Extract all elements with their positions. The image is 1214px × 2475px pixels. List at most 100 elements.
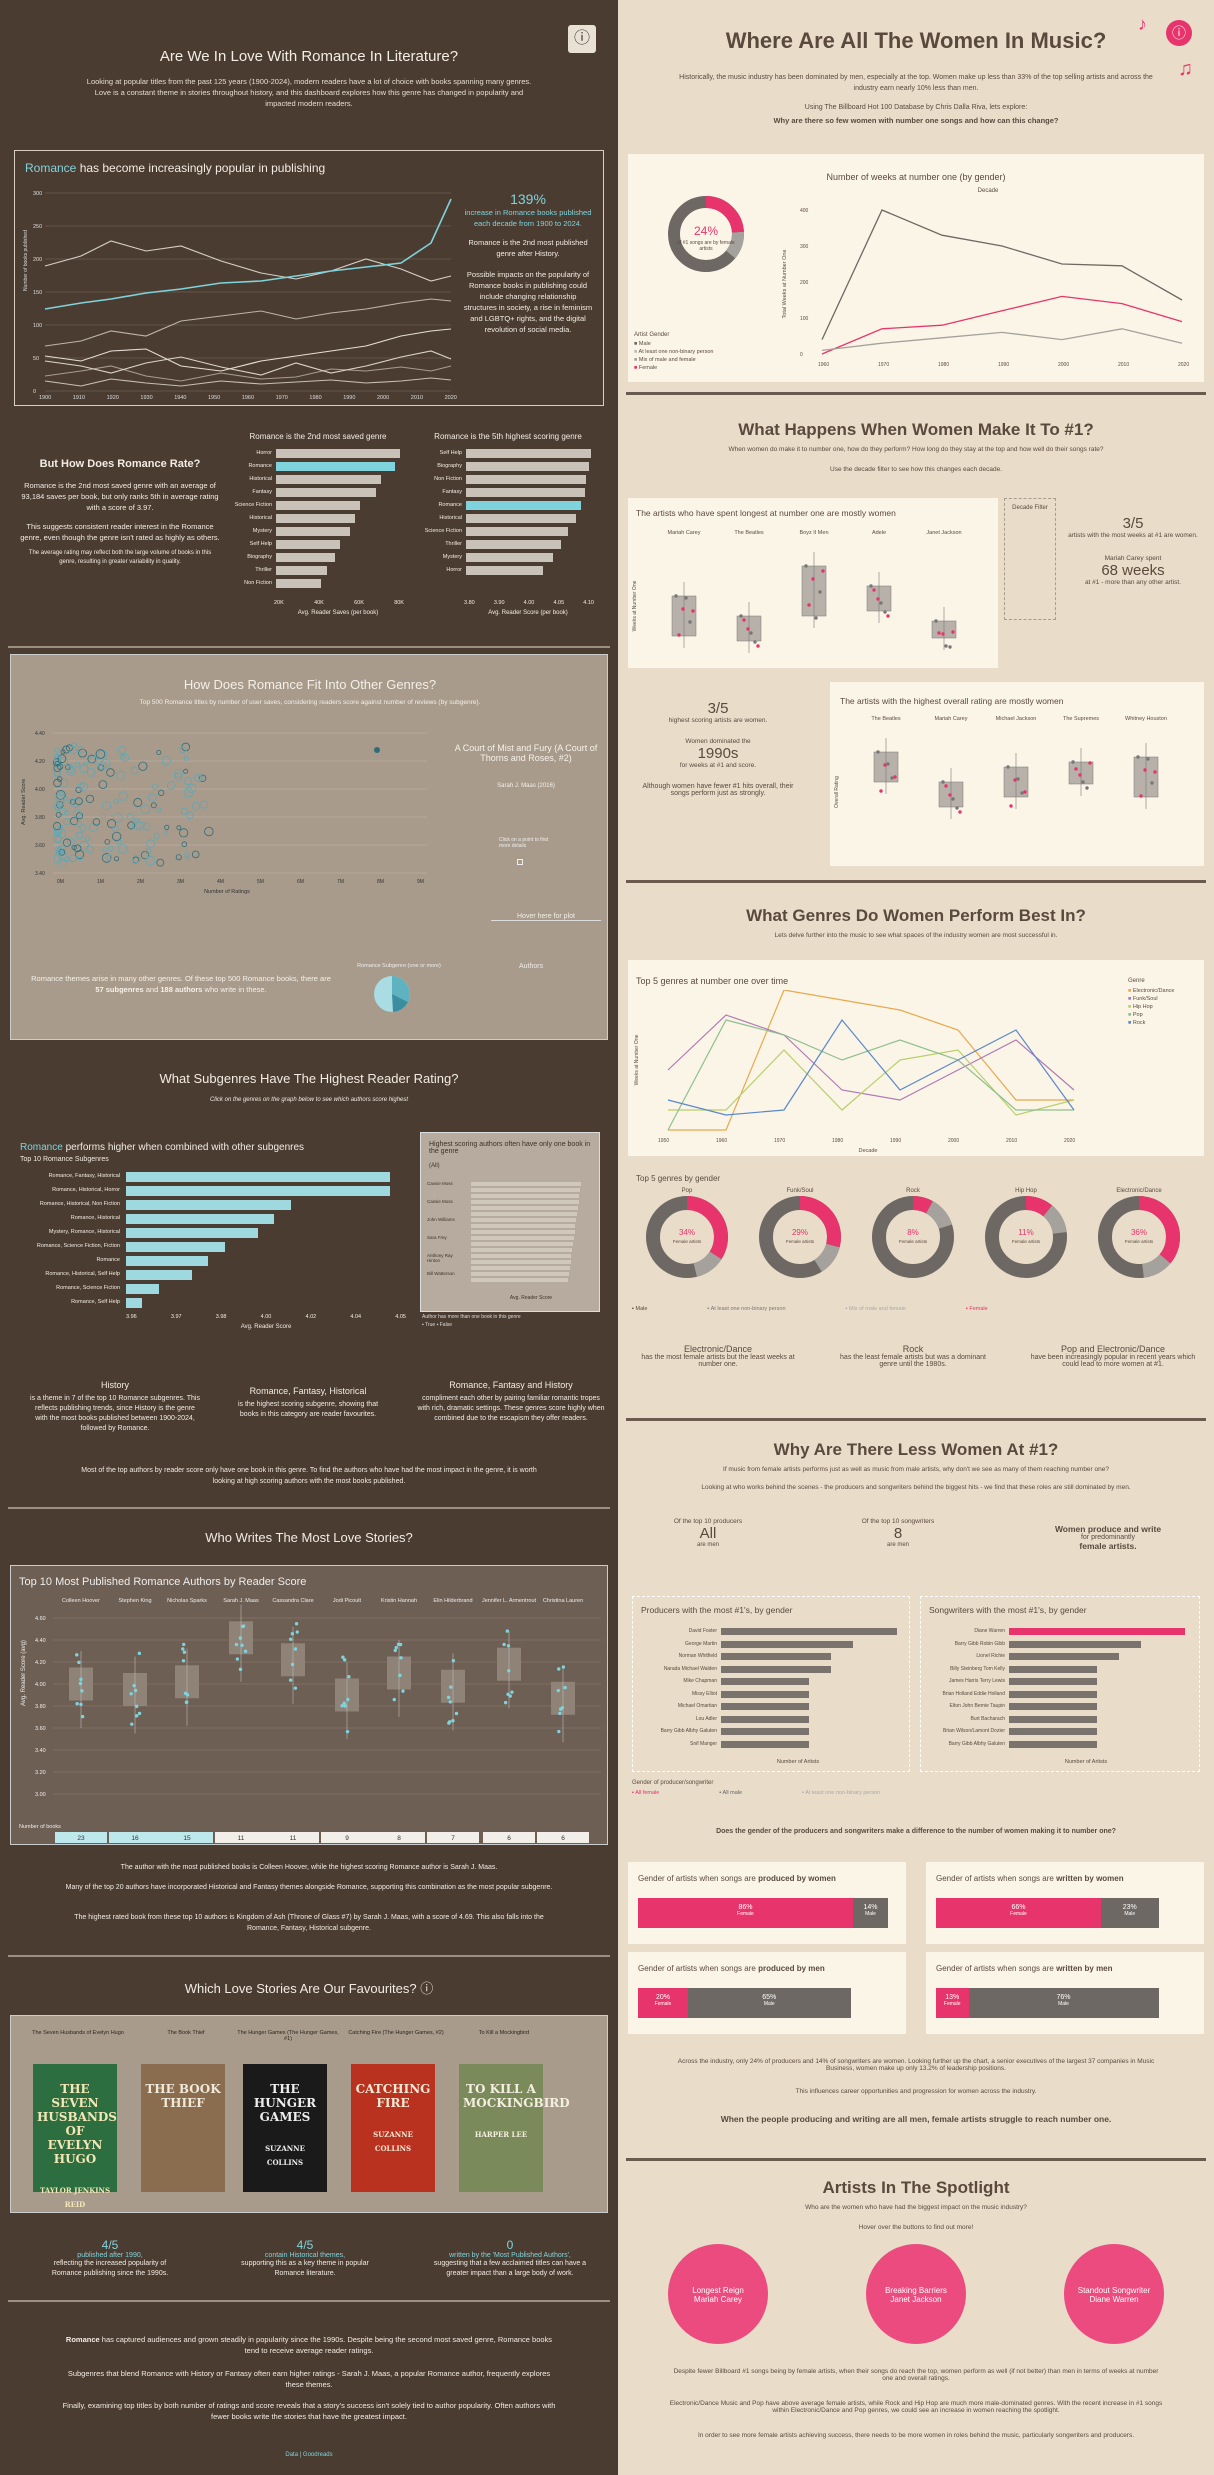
genre-bar [276,553,335,562]
female-share-bar: 86% Female [638,1898,853,1928]
scatter-point [67,765,75,774]
scatter-x-tick: 8M [377,879,384,885]
genre-x-tick: 1960 [716,1138,727,1144]
book-count: 6 [507,1835,511,1842]
scatter-point [163,830,169,836]
less-s2: Looking at who works behind the scenes -… [701,1484,1131,1491]
author-book-point [393,1648,397,1653]
info-icon[interactable]: ⓘ [568,25,596,53]
box-point [876,597,880,601]
spotlight-button-mariah[interactable]: Longest Reign Mariah Carey [668,2244,768,2344]
author-book-point [506,1644,511,1648]
book-count: 23 [77,1835,85,1842]
ratings-scatter[interactable]: Avg. Reader Score Number of Ratings 4.40… [17,715,437,895]
author-book-point [234,1642,239,1647]
selected-point [374,747,380,753]
scatter-point [191,802,201,811]
genre-donuts[interactable]: Pop 34% Female artists Funk/Soul 29% Female a… [628,1188,1204,1278]
book-cover[interactable]: CATCHING FIRE SUZANNE COLLINS [351,2064,435,2192]
author-bar-row [427,1193,595,1199]
scatter-point [60,749,66,755]
book-cover[interactable]: THE HUNGER GAMES SUZANNE COLLINS [243,2064,327,2192]
genre-bar [466,462,589,471]
decade-filter[interactable]: Decade Filter [1004,498,1056,620]
box-point [821,569,825,573]
subgenre-bar [126,1200,291,1210]
subgenre-pie[interactable] [371,973,413,1015]
scatter-point [191,850,200,859]
weeks-box-plot[interactable]: Weeks at Number One Mariah Carey The Beat… [628,526,998,666]
genre-bar [466,527,569,536]
scatter-point [184,852,191,858]
weeks-x-tick: 2010 [1118,362,1129,368]
genres-line-chart[interactable]: Weeks at Number One Decade 1950 1960 1970 1… [628,990,1108,1156]
authors-y-label: Avg. Reader Score (avg) [21,1640,27,1706]
scatter-point [140,804,151,814]
subgenre-bar [126,1256,209,1266]
weeks-series [821,328,1183,352]
fav-info-icon[interactable]: ⓘ [420,1981,434,1996]
book-count-cell [267,1832,319,1843]
author-bar-row [427,1241,595,1247]
romance-intro: Looking at popular titles from the past … [86,77,532,108]
scatter-point [92,818,101,826]
spotlight-button-janet[interactable]: Breaking Barriers Janet Jackson [866,2244,966,2344]
spotlight-button-diane[interactable]: Standout Songwriter Diane Warren [1064,2244,1164,2344]
genre-bar-row: Fantasy [418,486,598,499]
male-share-bar: 76% Male [968,1988,1159,2018]
box-point [1074,767,1078,771]
scatter-point [200,800,209,809]
less-t3: When the people producing and writing ar… [720,2114,1112,2124]
role-bar [721,1640,853,1648]
scatter-point [104,839,111,845]
scatter-point [56,763,64,770]
publishing-line-chart[interactable]: Number of books published 300 250 200 150 10… [21,181,461,401]
role-bar [1009,1628,1185,1635]
authors-box-chart[interactable]: Avg. Reader Score (avg) Number of books … [15,1596,605,1844]
subgenre-bar [126,1284,159,1294]
score-chart[interactable]: Romance is the 5th highest scoring genre… [418,432,598,616]
y-tick: 100 [33,323,42,329]
scatter-y-tick: 4.20 [35,759,45,765]
who-title: Who Writes The Most Love Stories? [205,1530,413,1545]
role-bar-row: Lou Adler [639,1713,905,1726]
scatter-point [70,798,81,808]
subgenre-bar [126,1270,192,1280]
box-point [756,644,760,648]
role-bar [721,1703,809,1710]
saved-chart[interactable]: Romance is the 2nd most saved genre Horr… [228,432,408,616]
scatter-point [79,764,89,773]
authors-y-tick: 3.40 [35,1748,46,1754]
book-cover[interactable]: THE SEVEN HUSBANDS OF EVELYN HUGO TAYLOR … [33,2064,117,2209]
hover-plot-area[interactable]: Hover here for plot [491,913,601,921]
weeks-line-chart[interactable]: Total Weeks at Number One 400 300 200 100 0 1… [778,194,1198,374]
female-donut[interactable] [666,194,746,274]
subgenre-bar-chart[interactable]: Romance, Fantasy, Historical Romance, His… [10,1170,410,1330]
box-point [688,620,692,624]
increase-label: increase in Romance books published each… [464,208,592,228]
rating-p1: Romance is the 2nd most saved genre with… [21,481,219,512]
genre-x-tick: 2020 [1064,1138,1075,1144]
genre-bar-row: Historical [418,512,598,525]
author-book-point [78,1681,83,1686]
genre-series [667,1014,1075,1101]
weeks-y-tick: 200 [800,280,809,286]
rating-box-plot[interactable]: Overall Rating The Beatles Mariah Carey Mi… [830,712,1204,862]
music-info-icon[interactable]: ⓘ [1166,20,1192,46]
book-cover[interactable]: TO KILL A MOCKINGBIRD HARPER LEE [459,2064,570,2192]
box-point [739,614,743,618]
author-book-point [346,1697,350,1702]
role-bar-row: Barry Gibb Robin Gibb [927,1638,1195,1651]
songwriters-bar-chart[interactable]: Diane Warren Barry Gibb Robin Gibb Lionel … [927,1625,1195,1750]
data-source-link[interactable]: Data | Goodreads [285,2452,333,2458]
author-name: Elin Hilderbrand [433,1598,472,1604]
book-cover[interactable]: THE BOOK THIEF [141,2064,225,2192]
box-point [742,618,746,622]
genres-x-label: Decade [859,1148,878,1154]
spotlight-p1: Despite fewer Billboard #1 songs being b… [673,2368,1159,2382]
scatter-point [54,760,60,766]
book-count-cell [161,1832,213,1843]
scatter-point [75,831,84,840]
producers-bar-chart[interactable]: David Foster George Martin Norman Whitfiel… [639,1625,905,1750]
author-book-point [449,1685,453,1689]
